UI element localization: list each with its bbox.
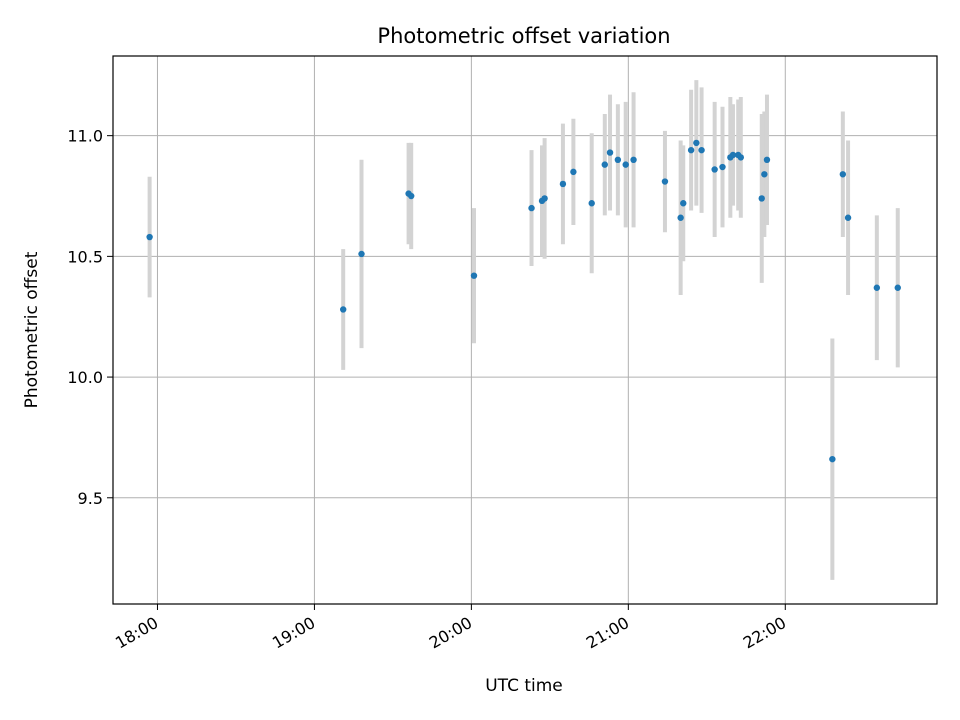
data-point [606, 149, 614, 156]
data-point [761, 171, 768, 178]
data-point [541, 195, 548, 202]
data-point [146, 233, 153, 241]
data-point [622, 161, 629, 168]
data-point [839, 171, 847, 178]
data-point [358, 250, 365, 258]
data-point [711, 166, 718, 173]
y-axis-ticks: 9.5 10.0 10.5 11.0 [67, 127, 113, 508]
data-point [729, 151, 737, 159]
data-point [677, 214, 684, 221]
chart-title: Photometric offset variation [377, 24, 670, 48]
data-point [588, 200, 595, 207]
data-point [829, 455, 836, 463]
y-tick-label: 10.0 [67, 368, 103, 387]
data-point [630, 156, 637, 164]
data-point [763, 156, 771, 164]
data-point [844, 214, 852, 221]
data-point [661, 178, 669, 185]
data-point [408, 192, 415, 200]
data-point [894, 284, 901, 291]
data-point [873, 284, 881, 291]
y-tick-label: 10.5 [67, 247, 103, 266]
grid [113, 56, 937, 604]
plot-frame [112, 55, 938, 605]
y-axis-label: Photometric offset [22, 251, 42, 408]
data-point [601, 161, 608, 168]
data-point [693, 139, 700, 147]
data-point [528, 204, 535, 212]
data-point [470, 272, 478, 279]
data-point [737, 154, 745, 161]
x-axis-label: UTC time [485, 676, 563, 696]
data-point [559, 180, 567, 188]
data-point [680, 200, 687, 207]
data-point [719, 163, 726, 171]
data-point [698, 146, 705, 154]
data-point [339, 306, 347, 313]
y-tick-label: 11.0 [67, 127, 103, 146]
data-point [758, 195, 765, 202]
data-point [687, 146, 695, 154]
data-point [570, 168, 577, 176]
data-point [614, 156, 622, 164]
data-points [146, 139, 901, 463]
y-tick-label: 9.5 [78, 489, 103, 508]
